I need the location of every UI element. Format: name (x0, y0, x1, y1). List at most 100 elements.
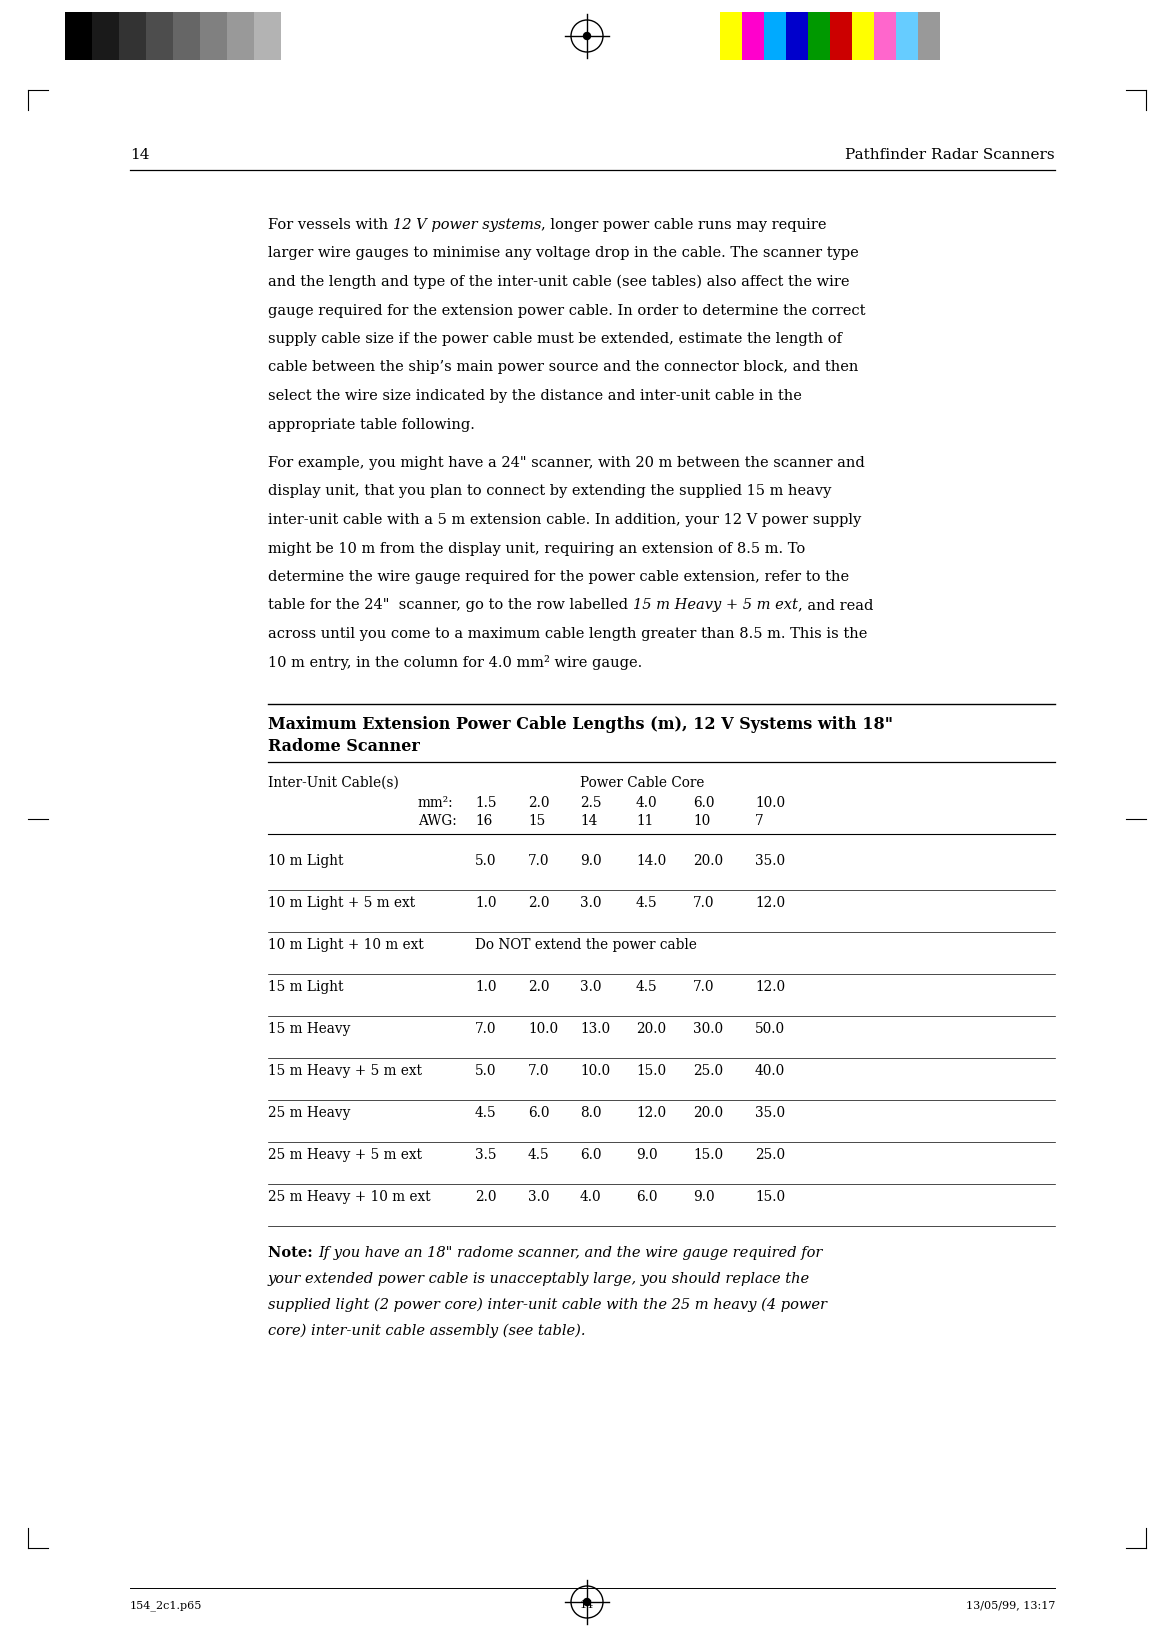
Text: 15.0: 15.0 (693, 1148, 723, 1162)
Text: 4.0: 4.0 (580, 1190, 601, 1203)
Text: 4.0: 4.0 (636, 796, 657, 810)
Circle shape (583, 1598, 591, 1606)
Bar (764, 11, 787, 61)
Text: larger wire gauges to minimise any voltage drop in the cable. The scanner type: larger wire gauges to minimise any volta… (268, 247, 858, 260)
Text: 10: 10 (693, 814, 710, 828)
Text: 3.0: 3.0 (580, 981, 601, 994)
Text: 25 m Heavy + 10 m ext: 25 m Heavy + 10 m ext (268, 1190, 431, 1203)
Text: 6.0: 6.0 (528, 1107, 549, 1120)
Text: mm²:: mm²: (418, 796, 453, 810)
Text: determine the wire gauge required for the power cable extension, refer to the: determine the wire gauge required for th… (268, 570, 849, 584)
Text: 14.0: 14.0 (636, 855, 667, 868)
Text: 10 m Light: 10 m Light (268, 855, 344, 868)
Text: 13.0: 13.0 (580, 1021, 610, 1036)
Text: 20.0: 20.0 (636, 1021, 666, 1036)
Bar (787, 11, 808, 61)
Bar (281, 11, 308, 61)
Text: 35.0: 35.0 (755, 1107, 785, 1120)
Bar (119, 11, 146, 61)
Text: Note:: Note: (268, 1246, 318, 1260)
Text: 7.0: 7.0 (693, 895, 715, 910)
Text: supplied light (2 power core) inter-unit cable with the 25 m heavy (4 power: supplied light (2 power core) inter-unit… (268, 1298, 826, 1313)
Text: Maximum Extension Power Cable Lengths (m), 12 V Systems with 18": Maximum Extension Power Cable Lengths (m… (268, 715, 893, 733)
Text: 12.0: 12.0 (755, 895, 785, 910)
Text: 6.0: 6.0 (693, 796, 715, 810)
Text: 10 m entry, in the column for 4.0 mm² wire gauge.: 10 m entry, in the column for 4.0 mm² wi… (268, 655, 642, 671)
Text: 15: 15 (528, 814, 545, 828)
Text: 1.0: 1.0 (475, 981, 497, 994)
Text: 2.0: 2.0 (528, 796, 549, 810)
Text: inter-unit cable with a 5 m extension cable. In addition, your 12 V power supply: inter-unit cable with a 5 m extension ca… (268, 512, 862, 527)
Text: 20.0: 20.0 (693, 855, 723, 868)
Text: 9.0: 9.0 (693, 1190, 715, 1203)
Text: core) inter-unit cable assembly (see table).: core) inter-unit cable assembly (see tab… (268, 1324, 586, 1339)
Text: , and read: , and read (797, 599, 873, 612)
Text: select the wire size indicated by the distance and inter-unit cable in the: select the wire size indicated by the di… (268, 390, 802, 403)
Bar (254, 11, 281, 61)
Text: Do NOT extend the power cable: Do NOT extend the power cable (475, 938, 697, 953)
Text: 7.0: 7.0 (528, 855, 549, 868)
Text: 10 m Light + 10 m ext: 10 m Light + 10 m ext (268, 938, 424, 953)
Text: 50.0: 50.0 (755, 1021, 785, 1036)
Circle shape (583, 33, 591, 39)
Text: 5.0: 5.0 (475, 1064, 497, 1079)
Text: 3.0: 3.0 (528, 1190, 549, 1203)
Text: Pathfinder Radar Scanners: Pathfinder Radar Scanners (845, 147, 1055, 162)
Text: 3.5: 3.5 (475, 1148, 497, 1162)
Text: , longer power cable runs may require: , longer power cable runs may require (541, 218, 826, 232)
Bar (173, 11, 200, 61)
Bar (146, 11, 173, 61)
Text: 2.5: 2.5 (580, 796, 601, 810)
Text: 20.0: 20.0 (693, 1107, 723, 1120)
Text: 30.0: 30.0 (693, 1021, 723, 1036)
Text: For example, you might have a 24" scanner, with 20 m between the scanner and: For example, you might have a 24" scanne… (268, 457, 865, 470)
Text: 14: 14 (580, 814, 598, 828)
Text: 12.0: 12.0 (755, 981, 785, 994)
Text: For vessels with: For vessels with (268, 218, 393, 232)
Text: 11: 11 (636, 814, 653, 828)
Text: 12.0: 12.0 (636, 1107, 666, 1120)
Text: 2.0: 2.0 (528, 895, 549, 910)
Text: 2.0: 2.0 (475, 1190, 497, 1203)
Text: AWG:: AWG: (418, 814, 457, 828)
Text: 35.0: 35.0 (755, 855, 785, 868)
Text: 4.5: 4.5 (528, 1148, 549, 1162)
Bar (808, 11, 830, 61)
Bar (742, 11, 764, 61)
Text: supply cable size if the power cable must be extended, estimate the length of: supply cable size if the power cable mus… (268, 332, 842, 345)
Text: 25 m Heavy: 25 m Heavy (268, 1107, 350, 1120)
Text: If you have an 18" radome scanner, and the wire gauge required for: If you have an 18" radome scanner, and t… (318, 1246, 822, 1260)
Text: 15.0: 15.0 (755, 1190, 785, 1203)
Text: 10 m Light + 5 m ext: 10 m Light + 5 m ext (268, 895, 416, 910)
Text: 7: 7 (755, 814, 763, 828)
Text: 15 m Heavy + 5 m ext: 15 m Heavy + 5 m ext (268, 1064, 421, 1079)
Text: 10.0: 10.0 (528, 1021, 558, 1036)
Text: 5.0: 5.0 (475, 855, 497, 868)
Text: 7.0: 7.0 (528, 1064, 549, 1079)
Text: 25.0: 25.0 (755, 1148, 785, 1162)
Text: 15 m Heavy: 15 m Heavy (268, 1021, 350, 1036)
Text: 12 V power systems: 12 V power systems (393, 218, 541, 232)
Bar (92, 11, 119, 61)
Bar (227, 11, 254, 61)
Text: Inter-Unit Cable(s): Inter-Unit Cable(s) (268, 776, 399, 791)
Text: 10.0: 10.0 (755, 796, 785, 810)
Bar (896, 11, 918, 61)
Text: appropriate table following.: appropriate table following. (268, 417, 474, 432)
Text: 14: 14 (580, 1599, 594, 1611)
Text: 40.0: 40.0 (755, 1064, 785, 1079)
Text: 1.0: 1.0 (475, 895, 497, 910)
Text: across until you come to a maximum cable length greater than 8.5 m. This is the: across until you come to a maximum cable… (268, 627, 868, 642)
Bar (200, 11, 227, 61)
Text: gauge required for the extension power cable. In order to determine the correct: gauge required for the extension power c… (268, 303, 865, 318)
Text: 2.0: 2.0 (528, 981, 549, 994)
Text: 4.5: 4.5 (636, 895, 657, 910)
Text: 7.0: 7.0 (693, 981, 715, 994)
Text: 16: 16 (475, 814, 492, 828)
Text: 6.0: 6.0 (636, 1190, 657, 1203)
Text: 25 m Heavy + 5 m ext: 25 m Heavy + 5 m ext (268, 1148, 421, 1162)
Text: 15.0: 15.0 (636, 1064, 666, 1079)
Text: 154_2c1.p65: 154_2c1.p65 (130, 1599, 202, 1611)
Text: 15 m Light: 15 m Light (268, 981, 344, 994)
Bar (873, 11, 896, 61)
